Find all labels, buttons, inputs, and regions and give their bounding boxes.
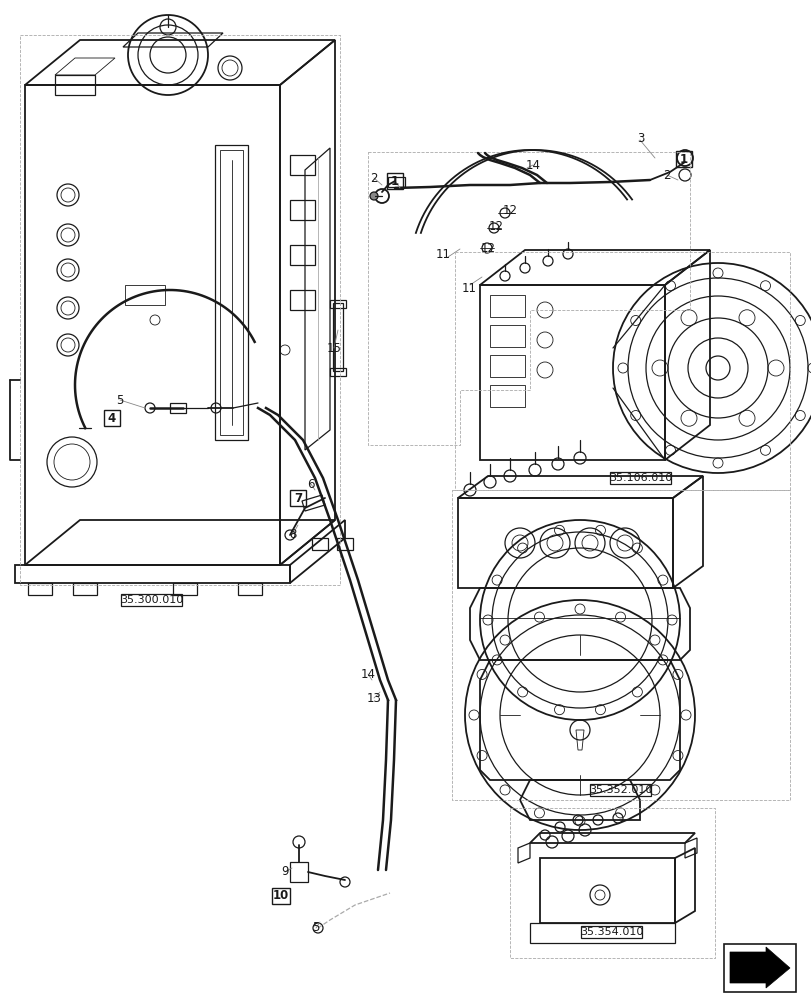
Text: 1: 1 — [679, 153, 687, 166]
Text: 35.106.010: 35.106.010 — [608, 473, 672, 483]
Bar — [329, 368, 345, 376]
Text: 11: 11 — [435, 248, 450, 261]
Bar — [272, 888, 290, 904]
Bar — [489, 355, 525, 377]
Text: 15: 15 — [326, 342, 341, 355]
Bar — [489, 325, 525, 347]
Circle shape — [370, 192, 378, 200]
Bar — [590, 784, 650, 796]
Text: 8: 8 — [289, 528, 296, 540]
Bar — [122, 594, 182, 606]
Text: 13: 13 — [366, 692, 381, 704]
Text: 5: 5 — [116, 393, 123, 406]
Bar — [329, 300, 345, 308]
Text: 11: 11 — [461, 282, 476, 294]
Text: 35.300.010: 35.300.010 — [120, 595, 183, 605]
Text: 14: 14 — [525, 159, 540, 172]
Text: 12: 12 — [502, 205, 517, 218]
Text: 14: 14 — [360, 668, 375, 680]
Text: 10: 10 — [272, 889, 289, 902]
Text: 7: 7 — [294, 491, 302, 504]
Text: 4: 4 — [108, 412, 116, 424]
Text: 2: 2 — [663, 169, 670, 182]
Text: 5: 5 — [312, 921, 320, 934]
Text: 35.354.010: 35.354.010 — [580, 927, 643, 937]
Bar — [610, 472, 671, 484]
Bar — [581, 926, 642, 938]
Bar — [676, 151, 691, 167]
Text: 12: 12 — [488, 221, 503, 233]
Text: 3: 3 — [637, 132, 644, 145]
Bar — [290, 490, 306, 506]
Text: 35.352.010: 35.352.010 — [589, 785, 652, 795]
Bar — [333, 303, 342, 371]
Text: 9: 9 — [281, 865, 289, 878]
Text: 2: 2 — [370, 172, 377, 185]
Bar — [723, 944, 795, 992]
Polygon shape — [729, 947, 789, 988]
Bar — [387, 173, 402, 189]
Text: 1: 1 — [390, 175, 398, 188]
Text: 12: 12 — [480, 241, 495, 254]
Text: 6: 6 — [307, 478, 315, 490]
Bar — [489, 385, 525, 407]
Bar — [489, 295, 525, 317]
Bar — [104, 410, 120, 426]
